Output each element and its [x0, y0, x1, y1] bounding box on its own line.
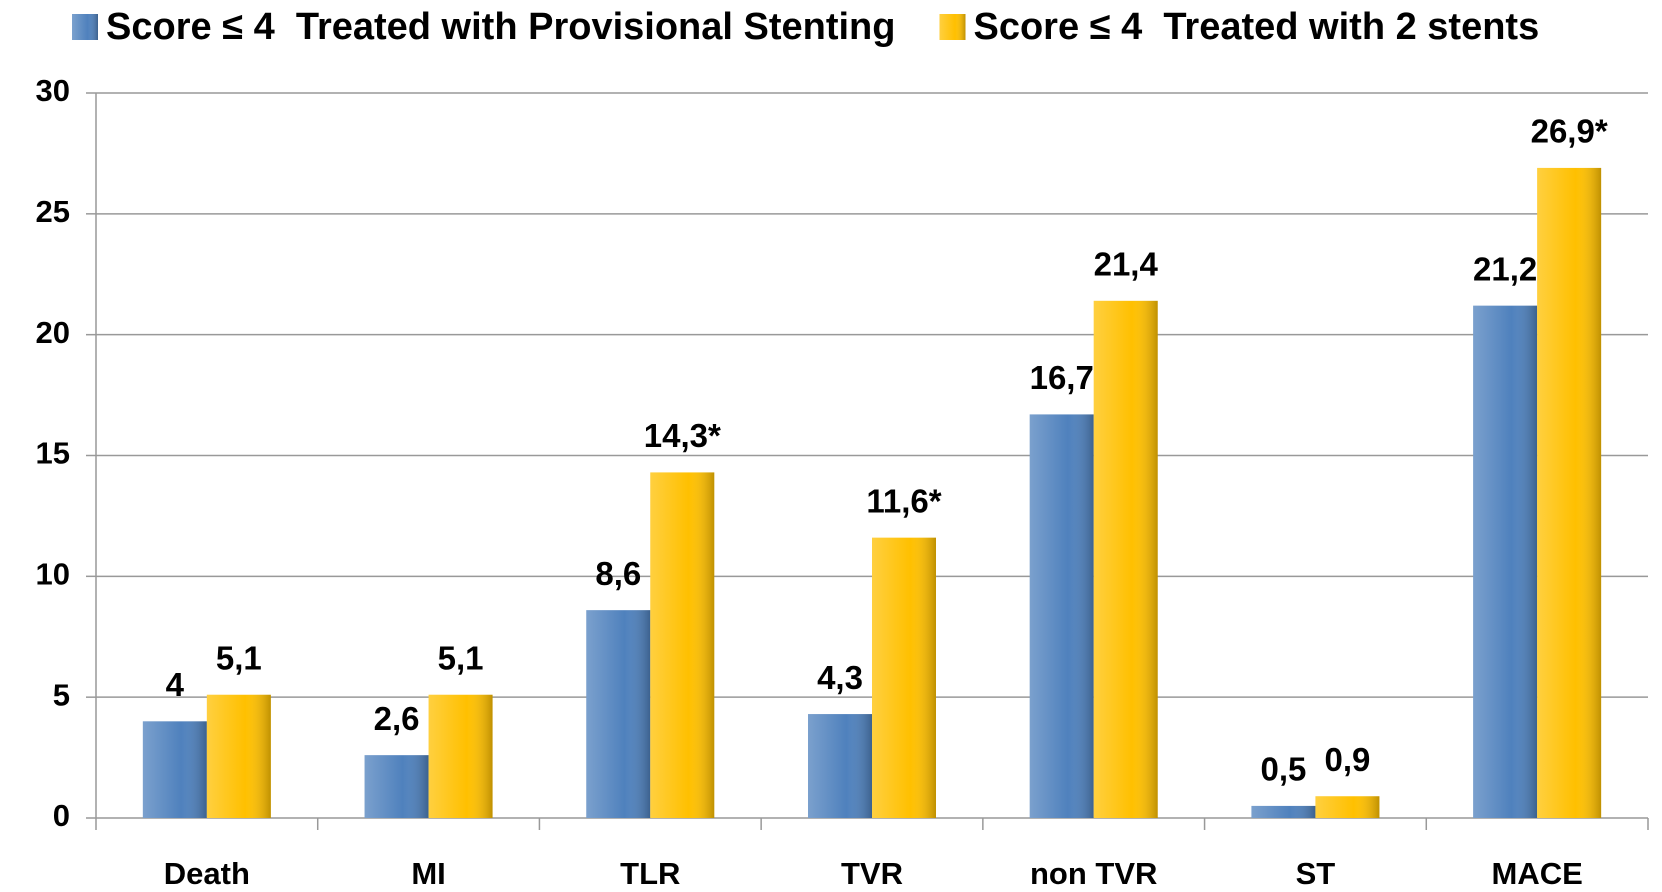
value-label: 14,3* [644, 417, 721, 454]
value-label: 2,6 [374, 700, 420, 737]
bar [1537, 167, 1602, 818]
value-label: 0,5 [1260, 751, 1306, 788]
value-label: 8,6 [595, 555, 641, 592]
bar [1093, 300, 1158, 818]
bar [142, 721, 207, 818]
value-label: 4,3 [817, 659, 863, 696]
y-tick-label: 10 [36, 557, 70, 592]
x-tick-label: ST [1296, 856, 1336, 891]
bar [206, 694, 271, 818]
bar [1315, 796, 1380, 818]
legend-label: Score ≤ 4 Treated with Provisional Stent… [106, 6, 895, 48]
value-label: 16,7 [1030, 359, 1094, 396]
y-tick-label: 25 [36, 194, 70, 229]
y-tick-label: 15 [36, 436, 70, 471]
x-tick-label: TLR [620, 856, 680, 891]
bar [808, 714, 872, 818]
y-tick-label: 20 [36, 315, 70, 350]
bar [428, 694, 493, 818]
value-label: 4 [166, 666, 185, 703]
legend-swatch-shade [939, 14, 966, 40]
value-label: 5,1 [216, 639, 262, 676]
value-label: 5,1 [438, 639, 484, 676]
bar [1251, 805, 1316, 818]
legend-label: Score ≤ 4 Treated with 2 stents [973, 6, 1539, 48]
x-tick-label: Death [164, 856, 250, 891]
bar [364, 755, 429, 818]
bar [650, 472, 715, 818]
value-label: 26,9* [1531, 113, 1608, 150]
bar [1473, 305, 1538, 819]
x-tick-label: TVR [841, 856, 903, 891]
bar [1029, 414, 1094, 818]
bar [586, 610, 651, 818]
x-tick-label: MACE [1492, 856, 1583, 891]
value-label: 21,2 [1473, 250, 1537, 287]
x-tick-label: MI [411, 856, 445, 891]
value-label: 21,4 [1094, 246, 1159, 283]
x-tick-label: non TVR [1030, 856, 1157, 891]
y-tick-label: 30 [36, 73, 70, 108]
y-tick-label: 5 [53, 677, 70, 712]
value-label: 11,6* [866, 482, 941, 519]
bar [872, 537, 936, 818]
y-tick-label: 0 [53, 798, 70, 833]
legend-swatch-shade [72, 14, 98, 40]
value-label: 0,9 [1324, 741, 1370, 778]
